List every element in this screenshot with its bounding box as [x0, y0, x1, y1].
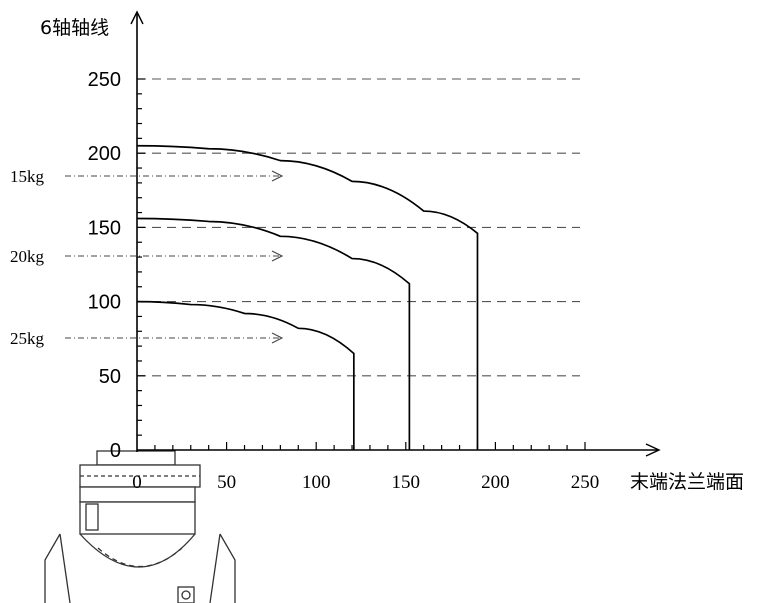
x-tick-label: 0	[132, 472, 142, 493]
series-curve-20kg	[136, 217, 411, 450]
y-tick-label: 0	[110, 440, 121, 462]
load-arrow-head	[271, 250, 284, 262]
y-axis-arrow	[130, 10, 144, 25]
series-curve-15kg	[136, 144, 479, 450]
y-tick-label: 100	[88, 292, 121, 314]
y-tick-label: 150	[88, 217, 121, 239]
load-arrows: 15kg 20kg 25kg	[10, 167, 284, 348]
y-tick-label: 50	[99, 366, 121, 388]
load-arrow-head	[271, 170, 284, 182]
x-tick-label: 50	[217, 472, 236, 493]
load-label-25kg: 25kg	[10, 329, 45, 348]
load-label-15kg: 15kg	[10, 167, 45, 186]
y-tick-label: 250	[88, 69, 121, 91]
load-label-20kg: 20kg	[10, 247, 45, 266]
x-axis-arrow	[645, 443, 661, 457]
series-curve-25kg	[136, 300, 355, 450]
x-tick-label: 100	[302, 472, 331, 493]
series-group	[136, 144, 479, 450]
y-tick-label: 200	[88, 143, 121, 165]
robot-flange-drawing	[44, 450, 236, 603]
grid-lines	[137, 78, 580, 377]
x-tick-label: 200	[481, 472, 510, 493]
load-arrow-head	[271, 332, 284, 344]
y-axis-label: 6轴轴线	[40, 17, 109, 39]
x-tick-label: 150	[392, 472, 421, 493]
axes	[130, 10, 661, 457]
x-axis-label: 末端法兰端面	[630, 471, 744, 493]
x-tick-label: 250	[571, 472, 600, 493]
